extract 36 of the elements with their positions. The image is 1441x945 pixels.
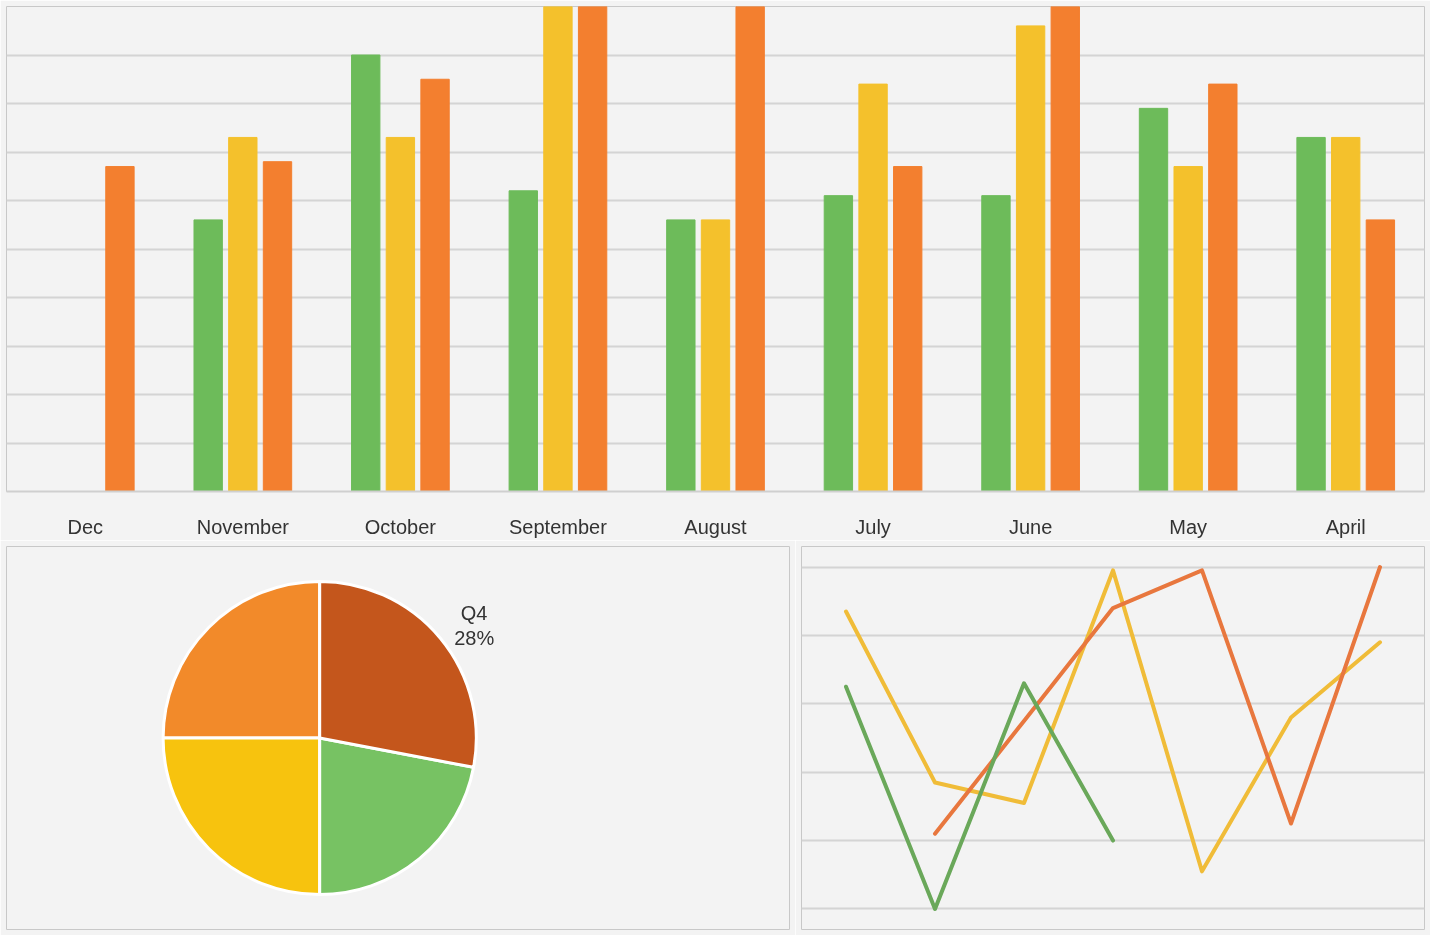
- x-tick-label: Dec: [67, 515, 104, 538]
- x-tick-label: April: [1325, 515, 1366, 538]
- x-tick-label: June: [1008, 515, 1053, 538]
- data-label: 28%: [454, 626, 495, 649]
- bar: [420, 78, 450, 492]
- bar: [858, 83, 888, 492]
- bar: [385, 136, 416, 492]
- x-tick-label: August: [684, 515, 748, 538]
- x-tick-label: November: [196, 515, 290, 538]
- bar: [193, 219, 223, 492]
- bar: [700, 219, 731, 492]
- bar: [666, 219, 696, 492]
- x-tick-label: May: [1169, 515, 1208, 538]
- x-tick-label: July: [855, 515, 891, 538]
- bar: [1015, 25, 1046, 492]
- bar: [577, 6, 608, 492]
- bar: [1296, 136, 1326, 492]
- bar: [1050, 6, 1080, 492]
- bar: [351, 54, 381, 492]
- slice-label: Q4: [460, 602, 488, 624]
- x-tick-label: October: [364, 515, 437, 538]
- bar: [981, 195, 1011, 492]
- x-tick-label: September: [509, 515, 608, 538]
- bar: [262, 161, 293, 492]
- bar: [1173, 166, 1203, 492]
- bar: [893, 166, 923, 492]
- bar: [735, 6, 765, 492]
- bar: [1365, 219, 1396, 492]
- bar: [228, 136, 258, 492]
- bar: [105, 166, 135, 492]
- bar: [1208, 83, 1238, 492]
- bar: [823, 195, 854, 492]
- bar: [1138, 107, 1169, 492]
- bar: [543, 6, 573, 492]
- bar: [1331, 136, 1361, 492]
- bar: [508, 190, 538, 492]
